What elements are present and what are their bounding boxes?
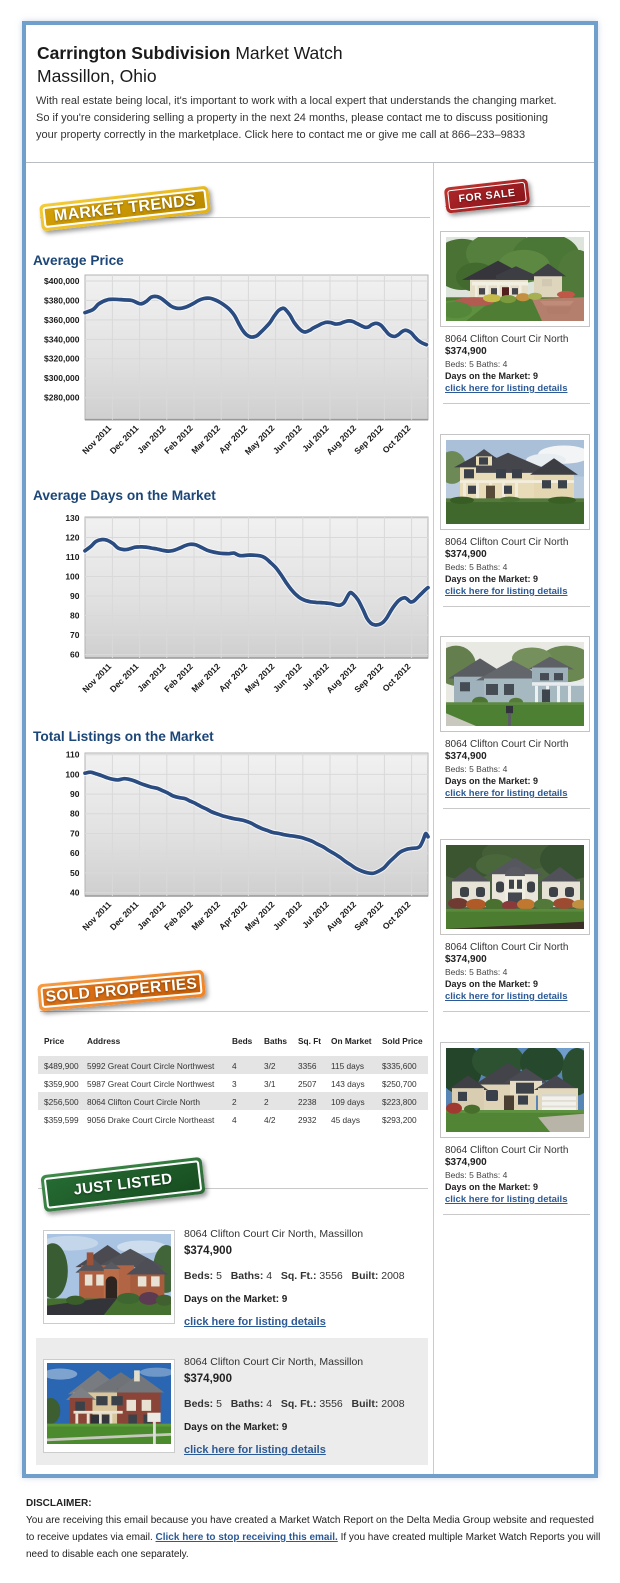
svg-text:$280,000: $280,000 — [44, 393, 80, 403]
svg-text:Aug 2012: Aug 2012 — [324, 423, 358, 457]
svg-text:80: 80 — [70, 610, 80, 620]
svg-text:90: 90 — [70, 789, 80, 799]
svg-text:Sep 2012: Sep 2012 — [352, 661, 385, 694]
svg-text:Dec 2011: Dec 2011 — [108, 423, 141, 456]
svg-text:70: 70 — [70, 630, 80, 640]
svg-text:May 2012: May 2012 — [243, 661, 277, 695]
svg-text:Nov 2011: Nov 2011 — [80, 661, 113, 694]
svg-text:Mar 2012: Mar 2012 — [189, 899, 222, 932]
svg-text:Jun 2012: Jun 2012 — [271, 423, 304, 456]
svg-text:Oct 2012: Oct 2012 — [380, 423, 412, 455]
svg-text:90: 90 — [70, 591, 80, 601]
svg-text:50: 50 — [70, 868, 80, 878]
svg-text:60: 60 — [70, 848, 80, 858]
svg-text:Aug 2012: Aug 2012 — [324, 661, 358, 695]
svg-text:$360,000: $360,000 — [44, 315, 80, 325]
svg-text:100: 100 — [65, 769, 79, 779]
svg-text:120: 120 — [65, 532, 79, 542]
svg-text:Nov 2011: Nov 2011 — [80, 423, 113, 456]
svg-text:Sep 2012: Sep 2012 — [352, 423, 385, 456]
svg-text:40: 40 — [70, 888, 80, 898]
svg-text:Aug 2012: Aug 2012 — [324, 899, 358, 933]
svg-text:110: 110 — [66, 552, 80, 562]
svg-text:$400,000: $400,000 — [44, 276, 80, 286]
svg-text:Jun 2012: Jun 2012 — [271, 899, 304, 932]
svg-text:110: 110 — [66, 750, 80, 760]
svg-text:$300,000: $300,000 — [44, 373, 80, 383]
svg-text:Dec 2011: Dec 2011 — [108, 661, 141, 694]
svg-text:Dec 2011: Dec 2011 — [108, 899, 141, 932]
svg-text:Nov 2011: Nov 2011 — [80, 899, 113, 932]
svg-text:May 2012: May 2012 — [243, 423, 277, 457]
svg-text:$320,000: $320,000 — [44, 354, 80, 364]
svg-text:80: 80 — [70, 809, 80, 819]
svg-text:$380,000: $380,000 — [44, 295, 80, 305]
svg-text:Mar 2012: Mar 2012 — [189, 423, 222, 456]
svg-text:Mar 2012: Mar 2012 — [189, 661, 222, 694]
svg-text:100: 100 — [65, 571, 79, 581]
svg-text:$340,000: $340,000 — [44, 334, 80, 344]
svg-text:May 2012: May 2012 — [243, 899, 277, 933]
svg-text:60: 60 — [70, 649, 80, 659]
svg-text:Oct 2012: Oct 2012 — [380, 899, 412, 931]
svg-text:70: 70 — [70, 828, 80, 838]
svg-text:Sep 2012: Sep 2012 — [352, 899, 385, 932]
svg-text:Jun 2012: Jun 2012 — [271, 661, 304, 694]
svg-text:Oct 2012: Oct 2012 — [380, 661, 412, 693]
svg-text:130: 130 — [65, 513, 79, 523]
